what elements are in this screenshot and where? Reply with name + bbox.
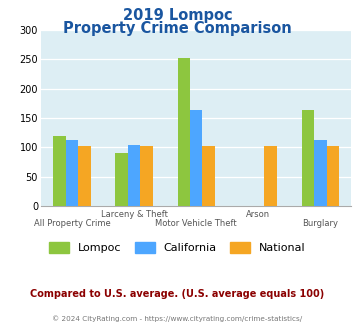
Bar bbox=[264, 146, 277, 206]
Text: Compared to U.S. average. (U.S. average equals 100): Compared to U.S. average. (U.S. average … bbox=[31, 289, 324, 299]
Text: All Property Crime: All Property Crime bbox=[33, 219, 110, 228]
Bar bbox=[140, 146, 153, 206]
Text: Property Crime Comparison: Property Crime Comparison bbox=[63, 21, 292, 36]
Legend: Lompoc, California, National: Lompoc, California, National bbox=[46, 239, 309, 257]
Bar bbox=[78, 146, 91, 206]
Text: Burglary: Burglary bbox=[302, 219, 338, 228]
Bar bbox=[115, 153, 128, 206]
Bar bbox=[302, 110, 314, 206]
Bar bbox=[66, 140, 78, 206]
Bar bbox=[190, 110, 202, 206]
Text: Motor Vehicle Theft: Motor Vehicle Theft bbox=[155, 219, 237, 228]
Text: Arson: Arson bbox=[246, 210, 270, 218]
Text: © 2024 CityRating.com - https://www.cityrating.com/crime-statistics/: © 2024 CityRating.com - https://www.city… bbox=[53, 315, 302, 322]
Bar bbox=[53, 136, 66, 206]
Bar bbox=[314, 140, 327, 206]
Text: 2019 Lompoc: 2019 Lompoc bbox=[123, 8, 232, 23]
Bar bbox=[178, 58, 190, 206]
Bar bbox=[327, 146, 339, 206]
Bar bbox=[202, 146, 215, 206]
Text: Larceny & Theft: Larceny & Theft bbox=[100, 210, 168, 218]
Bar bbox=[128, 145, 140, 206]
